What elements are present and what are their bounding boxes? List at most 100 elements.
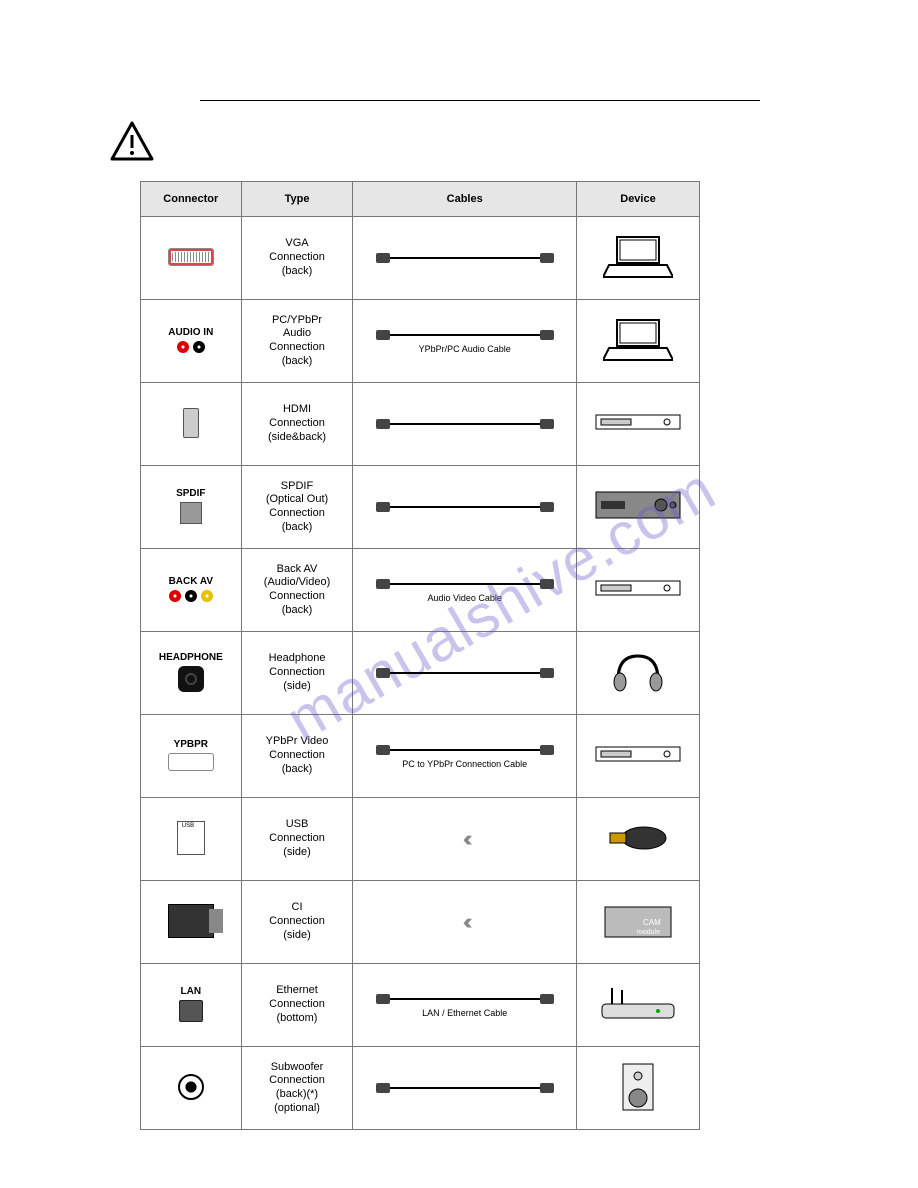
connector-cell bbox=[141, 798, 242, 881]
cable-cell bbox=[353, 1047, 577, 1130]
type-text: USBConnection(side) bbox=[244, 818, 351, 859]
router-icon bbox=[598, 984, 678, 1024]
ethernet-cable-icon bbox=[390, 998, 540, 1000]
table-row: HEADPHONE HeadphoneConnection(side) bbox=[141, 632, 700, 715]
cable-cell: PC to YPbPr Connection Cable bbox=[353, 715, 577, 798]
table-row: VGAConnection(back) bbox=[141, 217, 700, 300]
insert-arrows-icon: ‹‹‹ bbox=[463, 826, 467, 852]
type-text: VGAConnection(back) bbox=[244, 237, 351, 278]
table-row: USBConnection(side) ‹‹‹ bbox=[141, 798, 700, 881]
av-cable-icon bbox=[390, 583, 540, 585]
device-cell bbox=[577, 383, 700, 466]
device-cell: CAM module bbox=[577, 881, 700, 964]
cable-cell bbox=[353, 466, 577, 549]
type-cell: VGAConnection(back) bbox=[241, 217, 353, 300]
type-text: PC/YPbPrAudioConnection(back) bbox=[244, 314, 351, 369]
connector-cell: BACK AV bbox=[141, 549, 242, 632]
type-cell: HeadphoneConnection(side) bbox=[241, 632, 353, 715]
table-row: SubwooferConnection(back)(*)(optional) bbox=[141, 1047, 700, 1130]
insert-arrows-icon: ‹‹‹ bbox=[463, 909, 467, 935]
top-rule bbox=[200, 100, 760, 101]
connector-cell bbox=[141, 881, 242, 964]
subwoofer-jack-icon bbox=[178, 1074, 204, 1100]
table-row: AUDIO IN PC/YPbPrAudioConnection(back)YPb… bbox=[141, 300, 700, 383]
device-cell bbox=[577, 549, 700, 632]
device-cell bbox=[577, 300, 700, 383]
connector-cell bbox=[141, 217, 242, 300]
device-cell bbox=[577, 964, 700, 1047]
device-cell bbox=[577, 217, 700, 300]
type-text: CIConnection(side) bbox=[244, 901, 351, 942]
connector-label: YPBPR bbox=[143, 739, 239, 750]
table-row: LAN EthernetConnection(bottom) LAN / Ether… bbox=[141, 964, 700, 1047]
usb-drive-icon bbox=[608, 824, 668, 852]
connector-cell bbox=[141, 1047, 242, 1130]
cable-caption: Audio Video Cable bbox=[355, 593, 574, 603]
connector-cell: AUDIO IN bbox=[141, 300, 242, 383]
laptop-icon bbox=[603, 235, 673, 279]
type-text: HeadphoneConnection(side) bbox=[244, 652, 351, 693]
hdmi-port-icon bbox=[183, 408, 199, 438]
ypbpr-cable-icon bbox=[390, 749, 540, 751]
spdif-port-icon bbox=[180, 502, 202, 524]
svg-text:CAM: CAM bbox=[643, 918, 661, 927]
rca-red-icon bbox=[169, 590, 181, 602]
optical-cable-icon bbox=[390, 506, 540, 508]
connector-cell: LAN bbox=[141, 964, 242, 1047]
type-cell: SubwooferConnection(back)(*)(optional) bbox=[241, 1047, 353, 1130]
cam-module-icon: CAM module bbox=[603, 901, 673, 941]
audio-cable-icon bbox=[390, 334, 540, 336]
cable-cell bbox=[353, 217, 577, 300]
vga-cable-icon bbox=[390, 257, 540, 259]
type-text: Back AV(Audio/Video)Connection(back) bbox=[244, 563, 351, 618]
cable-cell bbox=[353, 632, 577, 715]
hdmi-cable-icon bbox=[390, 423, 540, 425]
hp-cable-icon bbox=[390, 672, 540, 674]
table-row: HDMIConnection(side&back) bbox=[141, 383, 700, 466]
warning-icon bbox=[110, 121, 878, 166]
cable-caption: LAN / Ethernet Cable bbox=[355, 1008, 574, 1018]
table-row: SPDIFSPDIF(Optical Out)Connection(back) bbox=[141, 466, 700, 549]
col-device: Device bbox=[577, 182, 700, 217]
type-cell: YPbPr VideoConnection(back) bbox=[241, 715, 353, 798]
device-cell bbox=[577, 632, 700, 715]
rca-red-icon bbox=[177, 341, 189, 353]
connectivity-table: Connector Type Cables Device VGAConnecti… bbox=[140, 181, 700, 1130]
device-cell bbox=[577, 1047, 700, 1130]
col-cables: Cables bbox=[353, 182, 577, 217]
cable-cell: YPbPr/PC Audio Cable bbox=[353, 300, 577, 383]
type-text: EthernetConnection(bottom) bbox=[244, 984, 351, 1025]
table-row: BACK AV Back AV(Audio/Video)Connection(ba… bbox=[141, 549, 700, 632]
type-cell: USBConnection(side) bbox=[241, 798, 353, 881]
type-cell: HDMIConnection(side&back) bbox=[241, 383, 353, 466]
connector-label: BACK AV bbox=[143, 576, 239, 587]
type-cell: Back AV(Audio/Video)Connection(back) bbox=[241, 549, 353, 632]
headphone-jack-icon bbox=[178, 666, 204, 692]
table-header-row: Connector Type Cables Device bbox=[141, 182, 700, 217]
device-cell bbox=[577, 466, 700, 549]
rca-white-icon bbox=[193, 341, 205, 353]
connector-cell bbox=[141, 383, 242, 466]
dvd-player-icon bbox=[595, 743, 681, 767]
table-row: YPBPRYPbPr VideoConnection(back)PC to YP… bbox=[141, 715, 700, 798]
cable-caption: PC to YPbPr Connection Cable bbox=[355, 759, 574, 769]
connector-label: LAN bbox=[143, 986, 239, 997]
connector-cell: SPDIF bbox=[141, 466, 242, 549]
connector-label: SPDIF bbox=[143, 488, 239, 499]
connector-label: HEADPHONE bbox=[143, 652, 239, 663]
headphones-icon bbox=[610, 650, 666, 694]
subwoofer-icon bbox=[621, 1062, 655, 1112]
cable-cell: Audio Video Cable bbox=[353, 549, 577, 632]
cable-cell: ‹‹‹ bbox=[353, 881, 577, 964]
device-cell bbox=[577, 798, 700, 881]
device-cell bbox=[577, 715, 700, 798]
sub-cable-icon bbox=[390, 1087, 540, 1089]
cable-cell: ‹‹‹ bbox=[353, 798, 577, 881]
col-connector: Connector bbox=[141, 182, 242, 217]
connector-cell: YPBPR bbox=[141, 715, 242, 798]
ci-slot-icon bbox=[168, 904, 214, 938]
svg-text:module: module bbox=[637, 929, 660, 936]
type-cell: PC/YPbPrAudioConnection(back) bbox=[241, 300, 353, 383]
connector-label: AUDIO IN bbox=[143, 327, 239, 338]
vga-port-icon bbox=[168, 248, 214, 266]
